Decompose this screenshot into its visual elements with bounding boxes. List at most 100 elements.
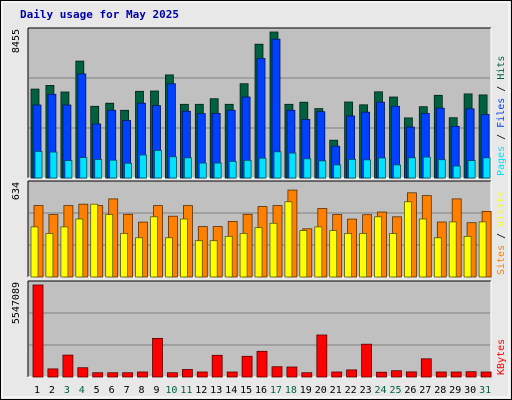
day-label: 26 <box>404 385 416 396</box>
axis-max-kbytes: 5547089 <box>11 282 22 324</box>
bar-kbytes <box>152 337 163 378</box>
bar-pages <box>393 164 401 179</box>
bar-visits <box>344 233 353 278</box>
bar-kbytes <box>331 371 343 378</box>
bar-pages <box>288 152 297 179</box>
bar-visits <box>90 203 99 278</box>
bar-visits <box>75 218 84 278</box>
day-label: 12 <box>195 385 207 396</box>
day-label: 31 <box>479 385 491 396</box>
bar-visits <box>194 240 203 278</box>
bar-kbytes <box>316 334 328 378</box>
bar-visits <box>359 233 368 278</box>
day-label: 21 <box>330 385 342 396</box>
bar-pages <box>64 160 73 179</box>
bar-kbytes <box>271 366 283 378</box>
bar-pages <box>258 157 267 179</box>
day-label: 18 <box>285 385 297 396</box>
bar-visits <box>105 214 114 278</box>
bar-pages <box>124 162 132 179</box>
day-label: 11 <box>180 385 192 396</box>
bar-kbytes <box>376 371 387 378</box>
bar-visits <box>418 218 427 278</box>
bar-pages <box>94 159 103 179</box>
bar-kbytes <box>465 371 477 378</box>
day-label: 3 <box>64 385 70 396</box>
day-label: 7 <box>124 385 130 396</box>
bar-visits <box>403 201 412 278</box>
day-label: 4 <box>79 385 85 396</box>
bar-kbytes <box>435 371 447 378</box>
day-label: 1 <box>34 385 40 396</box>
bar-pages <box>422 156 431 179</box>
bar-visits <box>269 222 278 278</box>
day-label: 14 <box>225 385 237 396</box>
bar-kbytes <box>346 369 358 378</box>
bar-pages <box>407 157 416 179</box>
day-label: 17 <box>270 385 282 396</box>
bar-visits <box>30 226 39 278</box>
day-label: 5 <box>94 385 100 396</box>
bar-visits <box>299 230 308 278</box>
bar-visits <box>463 235 472 278</box>
legend-sep: / <box>496 128 507 146</box>
day-label: 25 <box>389 385 401 396</box>
legend-kbytes: KBytes <box>496 339 507 375</box>
bar-kbytes <box>122 372 133 378</box>
bar-visits <box>209 240 218 278</box>
bar-kbytes <box>420 358 432 378</box>
legend-files: Files <box>496 98 507 128</box>
bar-pages <box>273 151 282 179</box>
bar-visits <box>374 216 382 278</box>
day-label: 15 <box>240 385 252 396</box>
bar-pages <box>467 160 476 179</box>
day-label: 28 <box>434 385 446 396</box>
legend-pages: Pages <box>496 146 507 176</box>
day-label: 16 <box>255 385 267 396</box>
bar-pages <box>139 154 147 179</box>
bar-pages <box>437 159 446 179</box>
bar-visits <box>433 237 442 278</box>
day-label: 13 <box>210 385 222 396</box>
bar-pages <box>168 156 177 179</box>
bar-pages <box>482 157 491 179</box>
day-label: 29 <box>449 385 461 396</box>
bar-kbytes <box>137 371 148 378</box>
bar-kbytes <box>32 284 44 378</box>
day-label: 27 <box>419 385 431 396</box>
bar-kbytes <box>391 370 402 378</box>
day-label: 23 <box>360 385 372 396</box>
bar-visits <box>254 227 263 278</box>
bar-kbytes <box>181 369 193 378</box>
legend-sites: Sites <box>496 245 507 275</box>
bar-pages <box>34 150 43 179</box>
bar-pages <box>198 162 207 179</box>
bar-kbytes <box>256 350 268 378</box>
bar-pages <box>452 165 461 179</box>
bar-kbytes <box>211 354 223 378</box>
bar-kbytes <box>92 372 104 378</box>
bar-visits <box>150 216 158 278</box>
bar-visits <box>448 221 457 278</box>
day-label: 10 <box>165 385 177 396</box>
day-label: 6 <box>109 385 115 396</box>
bar-kbytes <box>301 372 313 378</box>
legend-sep: / <box>496 227 507 245</box>
bar-pages <box>333 164 342 179</box>
legend-visits-sites: Sites / Visits <box>496 191 507 275</box>
day-label: 20 <box>315 385 327 396</box>
day-label: 2 <box>49 385 55 396</box>
bar-kbytes <box>166 372 178 378</box>
bar-kbytes <box>286 366 298 378</box>
bar-kbytes <box>450 371 462 378</box>
bar-pages <box>228 160 237 179</box>
bar-pages <box>378 157 386 179</box>
day-label: 22 <box>345 385 357 396</box>
bar-kbytes <box>107 372 119 378</box>
bar-pages <box>154 150 162 179</box>
axis-max-visits: 634 <box>11 182 22 200</box>
bar-kbytes <box>77 367 89 378</box>
bar-kbytes <box>241 355 253 378</box>
